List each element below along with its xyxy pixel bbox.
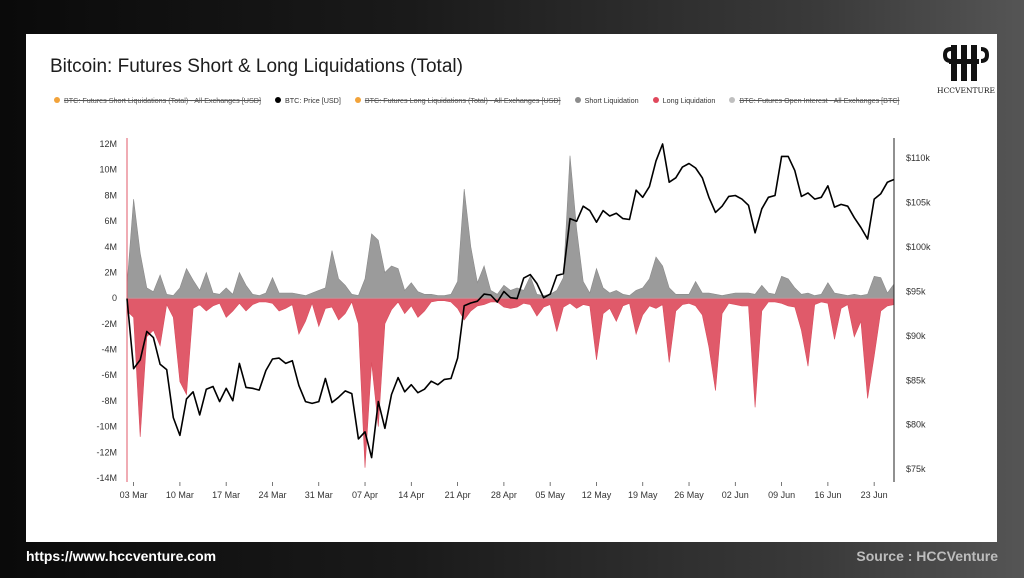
legend-label: Short Liquidation (584, 95, 639, 105)
y-left-tick-label: -6M (102, 370, 118, 380)
x-tick-label: 31 Mar (305, 490, 333, 500)
x-tick-label: 26 May (674, 490, 704, 500)
legend-dot-icon (652, 97, 659, 103)
footer-source: Source : HCCVenture (856, 548, 998, 564)
x-tick-label: 03 Mar (120, 490, 148, 500)
legend-item-4[interactable]: Long Liquidation (652, 95, 716, 105)
hccventure-logo: HCCVENTURE (937, 45, 995, 95)
y-left-tick-label: 10M (99, 165, 117, 175)
y-left-tick-label: 12M (99, 139, 117, 149)
chart-title: Bitcoin: Futures Short & Long Liquidatio… (50, 56, 463, 77)
y-right-tick-label: $80k (906, 420, 926, 430)
y-left-tick-label: -12M (96, 447, 117, 457)
chart-legend: BTC: Futures Short Liquidations (Total) … (54, 93, 914, 107)
legend-dot-icon (354, 97, 361, 103)
legend-label: BTC: Futures Long Liquidations (Total) -… (364, 95, 561, 105)
legend-dot-icon (274, 97, 281, 103)
y-left-tick-label: 4M (104, 242, 117, 252)
x-tick-label: 05 May (535, 490, 565, 500)
long-liquidation-area (126, 297, 895, 468)
x-tick-label: 02 Jun (722, 490, 749, 500)
legend-item-3[interactable]: Short Liquidation (574, 95, 639, 105)
x-tick-label: 28 Apr (491, 490, 517, 500)
legend-dot-icon (574, 97, 581, 103)
legend-item-2[interactable]: BTC: Futures Long Liquidations (Total) -… (354, 95, 561, 105)
x-tick-label: 23 Jun (861, 490, 888, 500)
y-right-tick-label: $100k (906, 242, 931, 252)
legend-label: Long Liquidation (662, 95, 716, 105)
x-tick-label: 09 Jun (768, 490, 795, 500)
x-tick-label: 21 Apr (445, 490, 471, 500)
x-tick-label: 16 Jun (814, 490, 841, 500)
y-left-tick-label: 6M (104, 216, 117, 226)
y-right-tick-label: $95k (906, 286, 926, 296)
x-tick-label: 19 May (628, 490, 658, 500)
y-left-tick-label: -2M (102, 319, 118, 329)
y-right-tick-label: $110k (906, 153, 930, 163)
legend-dot-icon (729, 97, 736, 103)
x-tick-label: 24 Mar (258, 490, 286, 500)
btc-price-line (126, 143, 895, 459)
y-left-tick-label: 0 (112, 293, 117, 303)
y-right-tick-label: $105k (906, 198, 931, 208)
legend-item-0[interactable]: BTC: Futures Short Liquidations (Total) … (54, 96, 261, 105)
legend-dot-icon (54, 97, 60, 103)
x-tick-label: 10 Mar (166, 490, 194, 500)
chart-card: Bitcoin: Futures Short & Long Liquidatio… (26, 34, 997, 542)
legend-item-1[interactable]: BTC: Price [USD] (274, 95, 341, 105)
y-left-tick-label: -4M (102, 345, 118, 355)
y-left-tick-label: 2M (104, 267, 117, 277)
svg-text:HCCVENTURE: HCCVENTURE (937, 86, 995, 95)
x-tick-label: 14 Apr (398, 490, 424, 500)
y-left-tick-label: -10M (96, 422, 117, 432)
x-tick-label: 07 Apr (352, 490, 378, 500)
x-tick-label: 12 May (582, 490, 612, 500)
y-right-tick-label: $90k (906, 331, 926, 341)
y-left-tick-label: -8M (102, 396, 118, 406)
legend-item-5[interactable]: BTC: Futures Open Interest - All Exchang… (729, 95, 900, 105)
y-right-tick-label: $75k (906, 464, 926, 474)
legend-label: BTC: Futures Open Interest - All Exchang… (739, 95, 900, 105)
chart-plot: 12M 10M 8M 6M 4M 2M 0 -2M -4M -6M -8M -10M -12M -14M $… (96, 138, 931, 500)
y-right-tick-label: $85k (906, 375, 926, 385)
legend-label: BTC: Futures Short Liquidations (Total) … (64, 95, 261, 105)
short-liquidation-area (126, 155, 895, 299)
y-left-tick-label: -14M (96, 473, 117, 483)
x-tick-label: 17 Mar (212, 490, 240, 500)
y-left-tick-label: 8M (104, 190, 117, 200)
legend-label: BTC: Price [USD] (284, 95, 341, 105)
footer-website-link[interactable]: https://www.hccventure.com (26, 548, 217, 564)
